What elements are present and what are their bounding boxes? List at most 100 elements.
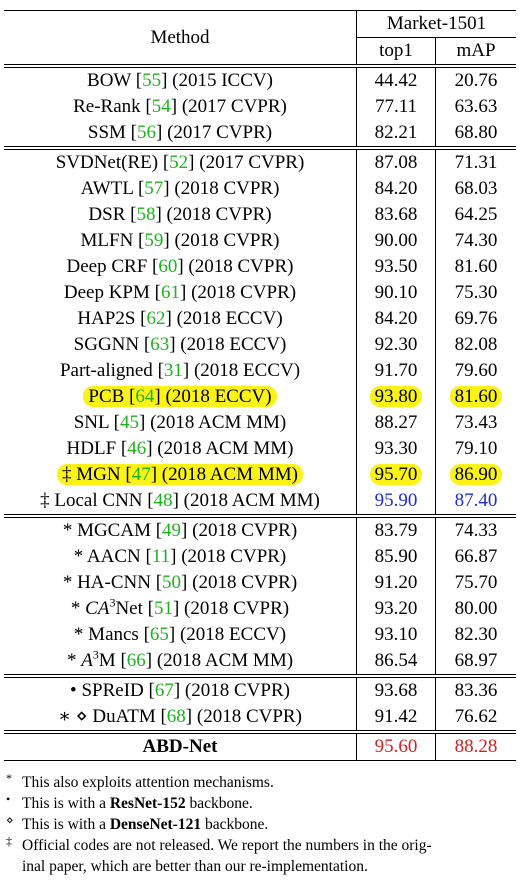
method-name: DuATM [92,706,156,727]
map-value: 69.76 [454,308,498,329]
method-name: HAP2S [77,308,136,329]
header-row-2: top1 mAP [4,37,516,66]
map-value: 73.43 [454,412,498,433]
citation-link: 62 [146,308,166,329]
method-venue: (2018 CVPR) [196,706,302,727]
map-cell: 69.76 [435,306,516,332]
method-superscript: 3 [109,595,116,610]
method-label: HDLF [46] (2018 ACM MM) [66,438,294,459]
method-cell: SNL [45] (2018 ACM MM) [4,410,357,436]
top1-value: 85.90 [374,546,418,567]
method-name: AWTL [80,178,134,199]
method-marker: * [73,546,87,567]
top1-cell: 82.21 [356,120,436,148]
top1-value: 91.20 [374,572,418,593]
table-row: ‡ Local CNN [48] (2018 ACM MM) 95.90 87.40 [4,488,516,516]
table-row: BOW [55] (2015 ICCV) 44.42 20.76 [4,66,516,94]
method-cell: * CA3Net [51] (2018 CVPR) [4,596,357,622]
footnote-text: This is with a [22,816,110,833]
method-name: SSM [87,122,126,143]
method-venue: (2018 CVPR) [184,680,290,701]
map-cell: 63.63 [435,94,516,120]
method-cell: HDLF [46] (2018 ACM MM) [4,436,357,462]
method-label: Part-aligned [31] (2018 ECCV) [59,360,301,381]
top1-cell: 95.70 [356,462,436,488]
map-value: 86.90 [449,464,503,485]
method-label: * AACN [11] (2018 CVPR) [73,546,287,567]
table-row: • SPReID [67] (2018 CVPR) 93.68 83.36 [4,676,516,704]
top1-value: 84.20 [374,308,418,329]
method-name: PCB [88,386,125,407]
map-value: 82.08 [454,334,498,355]
top1-value: 77.11 [374,96,418,117]
table-row: AWTL [57] (2018 CVPR) 84.20 68.03 [4,176,516,202]
method-venue: (2017 CVPR) [199,152,305,173]
footnote-text: This is with a [22,795,110,812]
top1-value: 82.21 [374,122,418,143]
top1-cell: 88.27 [356,410,436,436]
method-name: SVDNet(RE) [55,152,159,173]
map-cell: 73.43 [435,410,516,436]
method-name: HA-CNN [77,572,151,593]
method-venue: (2018 ACM MM) [157,438,294,459]
method-label: SGGNN [63] (2018 ECCV) [73,334,287,355]
method-label: • SPReID [67] (2018 CVPR) [70,680,290,701]
method-marker: * [62,572,78,593]
method-label: PCB [64] (2018 ECCV) [83,386,277,407]
method-cell: * Mancs [65] (2018 ECCV) [4,622,357,648]
method-marker: ‡ [62,464,77,485]
map-cell: 76.62 [435,704,516,732]
citation-link: 52 [169,152,189,173]
method-name: SGGNN [73,334,140,355]
method-cell: * MGCAM [49] (2018 CVPR) [4,516,357,544]
method-marker: * [62,520,78,541]
citation-link: 66 [126,650,146,671]
map-cell: 66.87 [435,544,516,570]
citation-link: 54 [151,96,171,117]
method-cell: DSR [58] (2018 CVPR) [4,202,357,228]
citation-link: 51 [153,598,173,619]
citation-link: 65 [149,624,169,645]
top1-value: 91.42 [374,706,418,727]
citation-link: 68 [166,706,186,727]
method-name-suffix: Net [115,598,143,619]
top1-header: top1 [356,37,436,66]
top1-cell: 44.42 [356,66,436,94]
method-label: * CA3Net [51] (2018 CVPR) [70,595,290,619]
method-cell: Re-Rank [54] (2017 CVPR) [4,94,357,120]
citation-link: 45 [120,412,139,433]
top1-value: 95.70 [369,464,423,485]
method-label: ‡ Local CNN [48] (2018 ACM MM) [40,490,320,511]
map-cell: 20.76 [435,66,516,94]
method-cell: SGGNN [63] (2018 ECCV) [4,332,357,358]
method-venue: (2017 CVPR) [167,122,273,143]
top1-value: 91.70 [374,360,418,381]
top1-value: 83.68 [374,204,418,225]
method-name: DSR [88,204,126,225]
map-value: 82.30 [454,624,498,645]
map-cell: 86.90 [435,462,516,488]
top1-value: 86.54 [374,650,418,671]
method-label: Re-Rank [54] (2017 CVPR) [73,96,287,117]
citation-link: 61 [160,282,180,303]
top1-value: 84.20 [374,178,418,199]
method-cell: SSM [56] (2017 CVPR) [4,120,357,148]
method-cell: Part-aligned [31] (2018 ECCV) [4,358,357,384]
table-row: * A3M [66] (2018 ACM MM) 86.54 68.97 [4,648,516,676]
method-venue: (2018 CVPR) [166,204,272,225]
footnote-marker: • [6,792,11,806]
top1-cell: 93.10 [356,622,436,648]
citation-link: 11 [151,546,171,567]
method-marker: * [70,598,86,619]
citation-link: 49 [162,520,182,541]
map-cell: 82.30 [435,622,516,648]
map-value: 79.60 [454,360,498,381]
footnote-marker: * [6,771,12,785]
table-row: * MGCAM [49] (2018 CVPR) 83.79 74.33 [4,516,516,544]
method-name: SPReID [81,680,144,701]
method-cell: * AACN [11] (2018 CVPR) [4,544,357,570]
method-label: SNL [45] (2018 ACM MM) [73,412,287,433]
method-label: BOW [55] (2015 ICCV) [87,70,273,91]
footnote-text: This also exploits attention mechanisms. [22,774,274,791]
citation-link: 31 [163,360,183,381]
